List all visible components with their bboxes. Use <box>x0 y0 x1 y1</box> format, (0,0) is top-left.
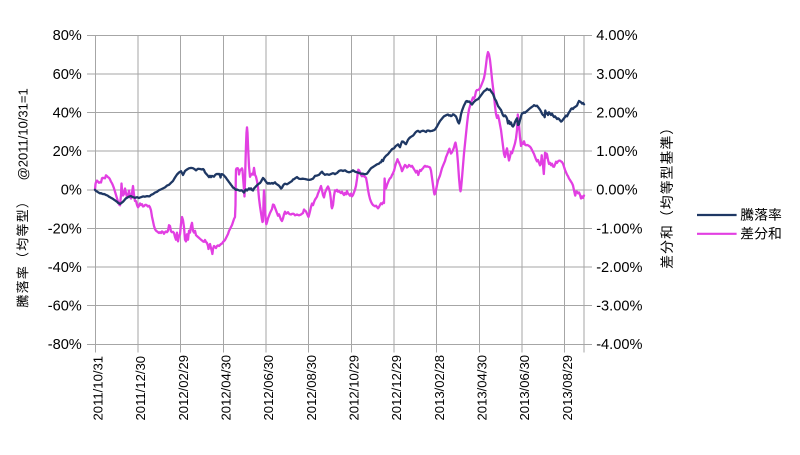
svg-text:-20%: -20% <box>48 221 82 237</box>
svg-text:20%: 20% <box>53 144 82 160</box>
svg-text:1.00%: 1.00% <box>596 144 637 160</box>
svg-text:-40%: -40% <box>48 260 82 276</box>
svg-text:-2.00%: -2.00% <box>596 260 642 276</box>
svg-text:3.00%: 3.00% <box>596 67 637 83</box>
svg-text:80%: 80% <box>53 28 82 44</box>
svg-text:60%: 60% <box>53 67 82 83</box>
svg-text:-60%: -60% <box>48 299 82 315</box>
svg-text:2012/08/30: 2012/08/30 <box>304 355 319 421</box>
svg-text:-4.00%: -4.00% <box>596 337 642 353</box>
svg-text:2012/06/30: 2012/06/30 <box>261 355 276 421</box>
svg-text:-3.00%: -3.00% <box>596 299 642 315</box>
svg-text:4.00%: 4.00% <box>596 28 637 44</box>
svg-text:2011/12/30: 2011/12/30 <box>133 356 148 421</box>
svg-text:2012/02/29: 2012/02/29 <box>176 355 191 421</box>
svg-text:2.00%: 2.00% <box>596 105 637 121</box>
svg-text:@2011/10/31=1: @2011/10/31=1 <box>15 88 30 180</box>
svg-text:0.00%: 0.00% <box>596 183 637 199</box>
svg-text:2013/04/30: 2013/04/30 <box>474 355 489 421</box>
svg-text:-1.00%: -1.00% <box>596 221 642 237</box>
svg-text:0%: 0% <box>61 183 82 199</box>
svg-text:2012/10/29: 2012/10/29 <box>346 355 361 421</box>
svg-text:40%: 40% <box>53 105 82 121</box>
svg-text:2013/02/28: 2013/02/28 <box>432 355 447 421</box>
svg-text:2012/04/30: 2012/04/30 <box>219 355 234 421</box>
svg-text:-80%: -80% <box>48 337 82 353</box>
svg-text:2012/12/29: 2012/12/29 <box>389 355 404 421</box>
svg-text:2011/10/31: 2011/10/31 <box>91 356 106 421</box>
svg-text:2013/06/30: 2013/06/30 <box>517 355 532 421</box>
svg-text:2013/08/29: 2013/08/29 <box>560 355 575 421</box>
